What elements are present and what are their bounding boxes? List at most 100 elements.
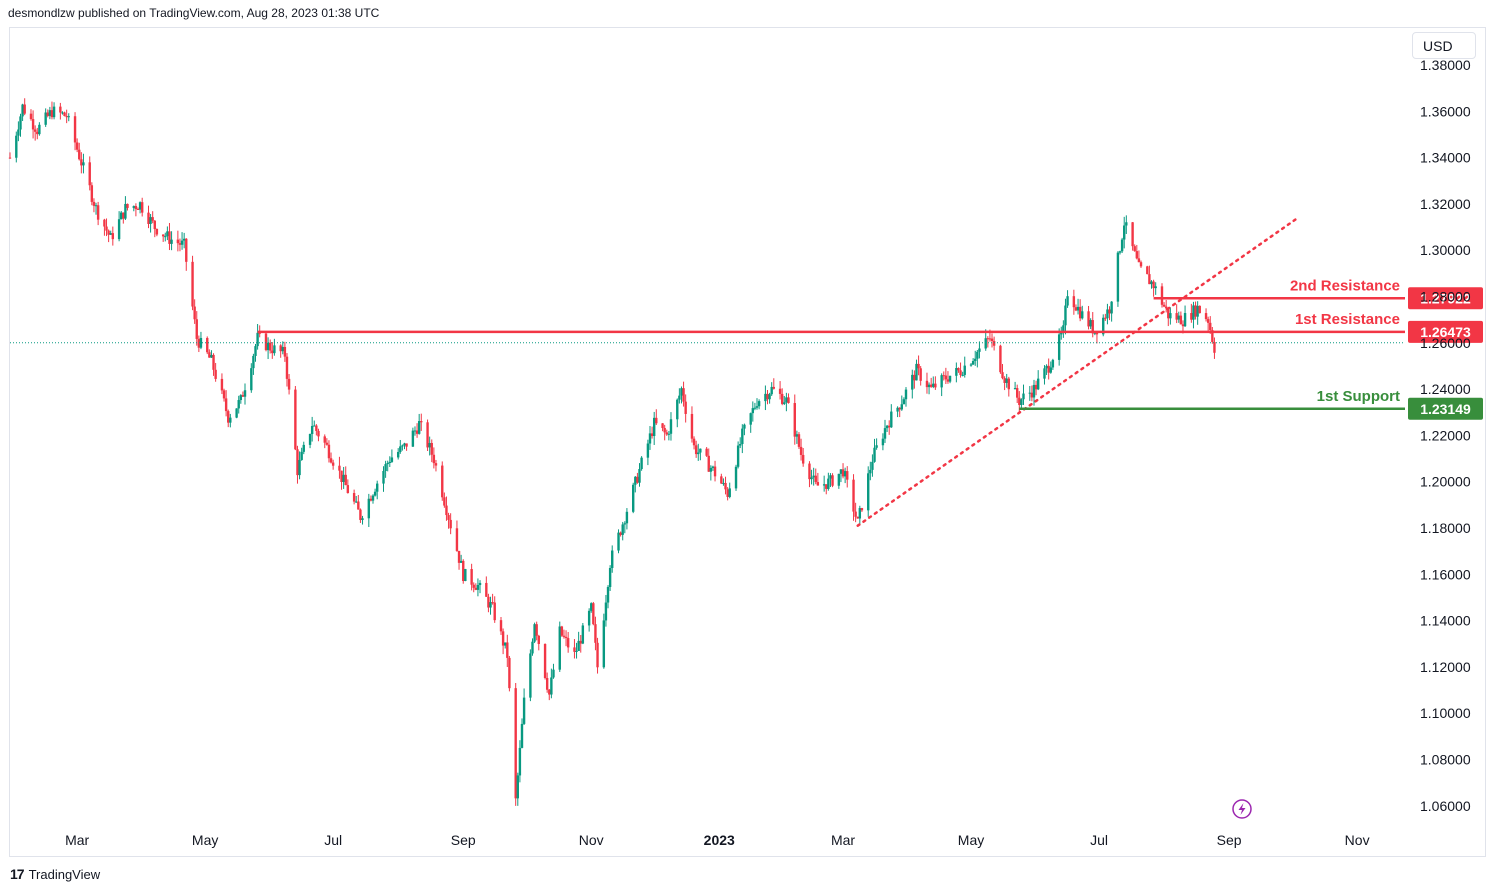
candle-body — [724, 482, 727, 490]
candle-body — [124, 203, 127, 219]
candle-body — [199, 337, 203, 348]
candle-body — [898, 407, 901, 410]
candle-body — [652, 417, 656, 437]
candle-body — [508, 657, 511, 689]
x-tick-label: Sep — [451, 832, 476, 848]
candle-body — [694, 445, 698, 455]
candle-body — [17, 129, 20, 136]
candle-body — [92, 201, 96, 206]
candle-body — [743, 424, 746, 429]
candle-body — [443, 497, 446, 506]
candle-body — [178, 243, 182, 245]
candle-body — [434, 463, 438, 466]
x-axis: Mar May Jul Sep Nov 2023 Mar May Jul Sep Nov — [65, 832, 1370, 848]
candle-body — [946, 379, 950, 382]
level-label: 2nd Resistance — [1290, 277, 1400, 294]
candle-body — [573, 647, 576, 652]
candle-body — [386, 463, 389, 465]
candle-body — [235, 408, 238, 418]
candle-body — [602, 620, 606, 668]
candle-body — [990, 338, 994, 341]
candle-body — [1076, 306, 1080, 311]
candle-body — [472, 584, 475, 588]
candle-body — [552, 669, 555, 678]
candle-body — [1051, 359, 1055, 368]
candle-body — [944, 375, 948, 380]
candle-body — [705, 448, 708, 456]
candle-body — [778, 388, 782, 394]
candle-body — [33, 129, 37, 132]
candle-body — [166, 231, 169, 237]
candle-body — [29, 113, 33, 120]
candle-body — [342, 474, 345, 482]
candle-body — [134, 206, 138, 209]
candle-body — [596, 642, 599, 668]
candle-body — [281, 346, 284, 352]
candle-body — [1020, 399, 1023, 405]
candle-body — [52, 106, 56, 118]
candle-body — [690, 413, 694, 439]
y-tick-label: 1.18000 — [1420, 520, 1471, 536]
candle-body — [344, 474, 347, 486]
candle-body — [1154, 286, 1157, 289]
candle-body — [411, 430, 415, 447]
candle-body — [768, 394, 771, 400]
candle-body — [929, 384, 933, 387]
candle-body — [1162, 304, 1166, 307]
candle-body — [646, 443, 650, 458]
candle-body — [504, 642, 507, 646]
candle-body — [256, 332, 259, 347]
candle-body — [575, 650, 578, 652]
candle-body — [961, 374, 964, 376]
price-tag — [1408, 287, 1483, 310]
candle-body — [1198, 305, 1201, 314]
candle-body — [298, 459, 301, 476]
candle-body — [50, 110, 54, 118]
chart-frame[interactable] — [9, 27, 1486, 857]
candle-body — [413, 430, 417, 432]
candle-body — [15, 135, 18, 158]
candle-body — [1125, 222, 1128, 226]
candle-body — [193, 306, 196, 320]
candle-body — [942, 375, 945, 377]
footer-brand[interactable]: 17 TradingView — [10, 866, 100, 882]
y-tick-label: 1.14000 — [1420, 613, 1471, 629]
candle-body — [441, 465, 444, 498]
x-tick-label: Nov — [1345, 832, 1370, 848]
candle-body — [464, 569, 467, 581]
candle-body — [969, 364, 973, 366]
candle-body — [88, 162, 91, 186]
candle-body — [287, 378, 291, 390]
candle-body — [499, 620, 503, 632]
candle-body — [957, 368, 960, 371]
candle-body — [814, 475, 817, 483]
candle-body — [518, 747, 522, 776]
x-tick-label: May — [192, 832, 218, 848]
candle-body — [243, 390, 247, 397]
candle-body — [21, 104, 24, 117]
candle-body — [974, 358, 977, 361]
candle-body — [770, 386, 773, 395]
candle-body — [1064, 305, 1067, 326]
candle-body — [801, 454, 805, 464]
candle-body — [1091, 320, 1094, 334]
candle-body — [122, 212, 125, 219]
candle-body — [361, 518, 364, 520]
candle-body — [153, 220, 156, 230]
candle-body — [1049, 367, 1052, 373]
candle-body — [195, 319, 198, 339]
candle-body — [268, 342, 272, 351]
candle-body — [227, 411, 230, 423]
candle-body — [237, 400, 240, 409]
candle-body — [728, 488, 731, 497]
candle-body — [1013, 388, 1017, 390]
candle-body — [1146, 266, 1149, 275]
candle-body — [493, 602, 496, 621]
currency-button[interactable]: USD — [1412, 32, 1476, 59]
candle-body — [376, 483, 379, 492]
candle-body — [634, 476, 637, 485]
y-axis: 1.38000 1.36000 1.34000 1.32000 1.30000 1.280… — [1420, 57, 1471, 814]
candle-body — [384, 464, 387, 472]
candle-body — [1022, 393, 1025, 400]
